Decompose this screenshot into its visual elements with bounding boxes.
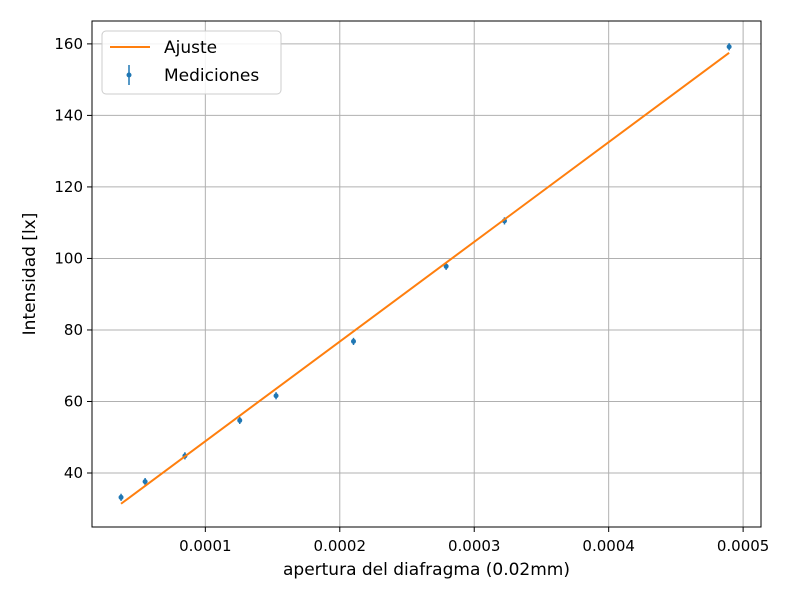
legend: Ajuste Mediciones bbox=[101, 30, 282, 95]
data-point bbox=[142, 479, 148, 485]
x-tick-label: 0.0001 bbox=[179, 537, 232, 555]
legend-label-fit: Ajuste bbox=[164, 38, 217, 58]
data-point bbox=[237, 417, 243, 423]
x-tick-label: 0.0004 bbox=[582, 537, 635, 555]
y-tick-label: 40 bbox=[64, 464, 83, 482]
x-axis-label: apertura del diafragma (0.02mm) bbox=[283, 560, 570, 580]
plot-series bbox=[118, 43, 732, 505]
x-axis-ticks: 0.0001 0.0002 0.0003 0.0004 0.0005 bbox=[179, 527, 769, 555]
y-axis-label: Intensidad [lx] bbox=[20, 213, 40, 336]
data-point bbox=[726, 44, 732, 50]
y-tick-label: 160 bbox=[54, 35, 83, 53]
fit-line bbox=[120, 52, 730, 505]
y-tick-label: 140 bbox=[54, 106, 83, 124]
legend-label-measurements: Mediciones bbox=[164, 66, 259, 86]
plot-frame bbox=[91, 20, 762, 528]
y-tick-label: 80 bbox=[64, 321, 83, 339]
grid bbox=[92, 21, 761, 527]
legend-marker-swatch bbox=[126, 72, 132, 78]
data-point bbox=[443, 263, 449, 269]
data-point bbox=[118, 494, 124, 500]
y-tick-label: 100 bbox=[54, 249, 83, 267]
x-tick-label: 0.0003 bbox=[448, 537, 501, 555]
y-axis-ticks: 40 60 80 100 120 140 160 bbox=[54, 35, 92, 482]
x-tick-label: 0.0005 bbox=[717, 537, 770, 555]
y-tick-label: 60 bbox=[64, 392, 83, 410]
data-point bbox=[273, 393, 279, 399]
y-tick-label: 120 bbox=[54, 178, 83, 196]
x-tick-label: 0.0002 bbox=[314, 537, 367, 555]
data-point bbox=[350, 338, 356, 344]
